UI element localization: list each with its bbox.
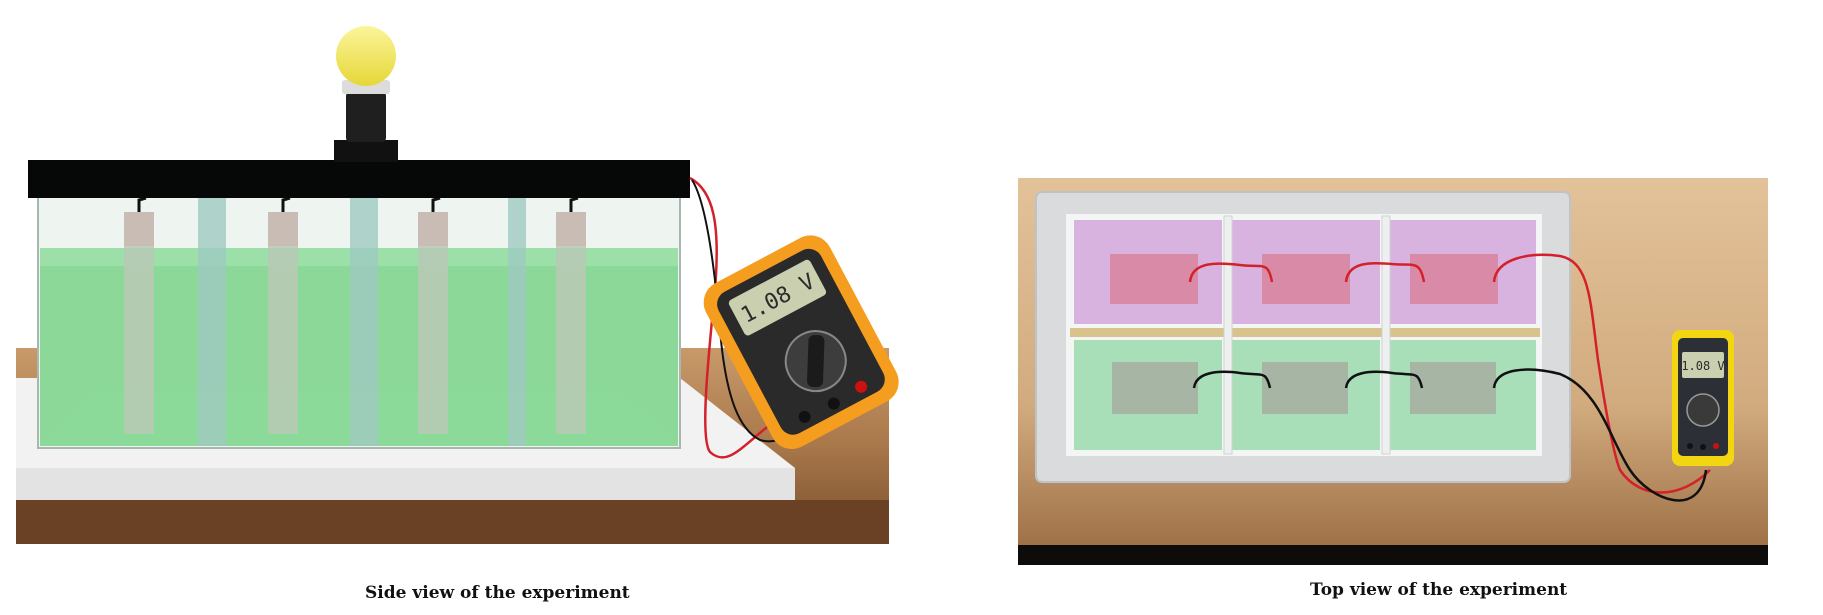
partition-wall (350, 196, 378, 446)
bulb-glass (336, 26, 396, 86)
probe-jack (1700, 444, 1706, 450)
red-wire (689, 176, 791, 459)
side-view-illustration: 1.08 V (16, 26, 899, 544)
red-wires (1188, 253, 1711, 494)
electrode-plate (1410, 362, 1496, 414)
multimeter-display (728, 259, 827, 336)
table-edge (16, 500, 889, 544)
electrodes (124, 196, 586, 434)
separator-strip (1070, 328, 1540, 337)
multimeter-display (1682, 352, 1724, 378)
multimeter: 1.08 V (703, 235, 899, 449)
multimeter: 1.08 V (1672, 330, 1734, 466)
partition-wall (1223, 215, 1233, 455)
tank-lid (28, 160, 690, 198)
partition-wall (1381, 215, 1391, 455)
electrode (418, 212, 448, 434)
probe-jack (827, 397, 840, 410)
selector-dial (1686, 393, 1720, 427)
side-view-caption: Side view of the experiment (365, 583, 630, 603)
bulb-socket (346, 92, 386, 142)
upper-compartments (1074, 220, 1536, 324)
electrode-plate (1262, 254, 1350, 304)
light-bulb (334, 26, 398, 162)
black-wires (1192, 368, 1708, 502)
probe-jack (1713, 443, 1719, 449)
multimeter-reading: 1.08 V (1681, 359, 1724, 373)
bulb-socket-base (334, 140, 398, 162)
probe-jack (798, 410, 811, 423)
partition-wall (508, 196, 526, 446)
top-view-caption: Top view of the experiment (1310, 580, 1568, 600)
top-view-illustration: 1.08 V (1018, 178, 1768, 565)
electrode-plate (1112, 362, 1198, 414)
top-view-panel: 1.08 V Top view of the experiment (1000, 0, 1823, 611)
side-view-panel: 1.08 V Side view of the experiment (0, 0, 900, 611)
probe-jack (1687, 443, 1693, 449)
electrode-plate (1110, 254, 1198, 304)
lower-compartments (1074, 340, 1536, 450)
electrode-plate (1262, 362, 1348, 414)
electrode (556, 212, 586, 434)
probe-jack (855, 380, 868, 393)
partition-wall (198, 196, 226, 446)
electrode (124, 212, 154, 434)
electrode (268, 212, 298, 434)
